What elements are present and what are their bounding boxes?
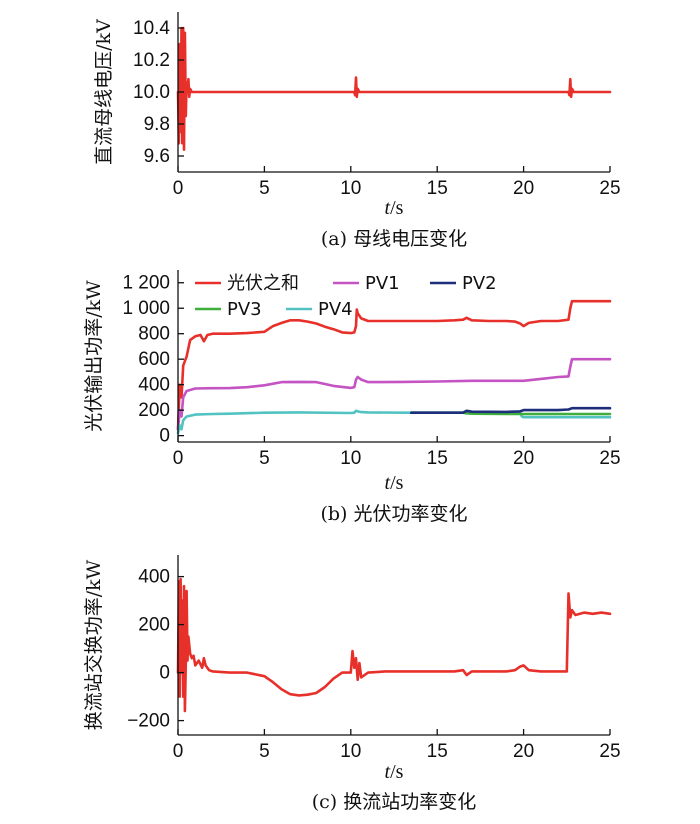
y-tick-label: 9.6 bbox=[144, 146, 170, 167]
x-tick-label: 25 bbox=[599, 741, 620, 762]
y-tick-label: 600 bbox=[138, 349, 170, 370]
legend-label: PV1 bbox=[365, 273, 400, 294]
series-line-PV1 bbox=[176, 357, 612, 431]
x-tick-label: 5 bbox=[259, 741, 270, 762]
x-tick-label: 25 bbox=[599, 448, 620, 469]
figure-caption: (c) 换流站功率变化 bbox=[312, 791, 477, 813]
y-tick-label: 200 bbox=[138, 615, 170, 636]
chart-panel-1: 0 5 10 15 20 25 9.6 9.8 10.0 10.2 10.4 直流母线电压/kV t/s… bbox=[93, 12, 621, 250]
series-line-光伏之和 bbox=[176, 299, 612, 431]
y-tick-label: 800 bbox=[138, 324, 170, 345]
x-tick-label: 10 bbox=[340, 178, 361, 199]
x-tick-label: 15 bbox=[427, 178, 448, 199]
y-axis-label: 直流母线电压/kV bbox=[93, 19, 115, 165]
x-tick-label: 0 bbox=[173, 178, 184, 199]
figure-caption: (b) 光伏功率变化 bbox=[320, 503, 467, 525]
y-tick-label: 400 bbox=[138, 567, 170, 588]
x-axis-label: t/s bbox=[385, 197, 404, 219]
x-tick-label: 15 bbox=[427, 448, 448, 469]
legend-label: PV3 bbox=[227, 299, 262, 320]
x-tick-label: 25 bbox=[599, 178, 620, 199]
series-line-PV2 bbox=[409, 406, 612, 415]
x-tick-label: 15 bbox=[427, 741, 448, 762]
chart-legend: 光伏之和 PV1 PV2 PV3 PV4 bbox=[195, 273, 497, 320]
x-tick-label: 5 bbox=[259, 448, 270, 469]
y-tick-label: 1 200 bbox=[122, 273, 170, 294]
y-tick-label: 1 000 bbox=[122, 298, 170, 319]
y-tick-label: 9.8 bbox=[144, 114, 170, 135]
x-tick-label: 10 bbox=[340, 741, 361, 762]
x-tick-label: 5 bbox=[259, 178, 270, 199]
legend-label: 光伏之和 bbox=[227, 273, 299, 294]
y-tick-label: 400 bbox=[138, 375, 170, 396]
x-tick-label: 0 bbox=[173, 448, 184, 469]
y-axis-label: 换流站交换功率/kW bbox=[83, 559, 105, 730]
y-tick-label: 0 bbox=[159, 663, 170, 684]
legend-label: PV2 bbox=[462, 273, 497, 294]
figure-caption: (a) 母线电压变化 bbox=[321, 228, 467, 250]
y-tick-label: 200 bbox=[138, 400, 170, 421]
x-axis-label: t/s bbox=[385, 761, 404, 783]
y-axis-label: 光伏输出功率/kW bbox=[83, 280, 105, 432]
x-tick-label: 20 bbox=[513, 741, 534, 762]
y-tick-label: 0 bbox=[159, 426, 170, 447]
chart-panel-2: 0 5 10 15 20 25 0 200 400 600 800 1 000 1 200 光伏输出功率/… bbox=[83, 270, 621, 525]
y-tick-label: −200 bbox=[127, 711, 170, 732]
series-line-1 bbox=[176, 577, 612, 713]
series-line-1 bbox=[176, 26, 612, 151]
x-tick-label: 0 bbox=[173, 741, 184, 762]
x-axis-label: t/s bbox=[385, 472, 404, 494]
legend-label: PV4 bbox=[318, 299, 353, 320]
x-tick-label: 10 bbox=[340, 448, 361, 469]
x-tick-label: 20 bbox=[513, 178, 534, 199]
x-tick-label: 20 bbox=[513, 448, 534, 469]
y-tick-label: 10.0 bbox=[133, 82, 170, 103]
y-tick-label: 10.2 bbox=[133, 50, 170, 71]
y-tick-label: 10.4 bbox=[133, 18, 170, 39]
